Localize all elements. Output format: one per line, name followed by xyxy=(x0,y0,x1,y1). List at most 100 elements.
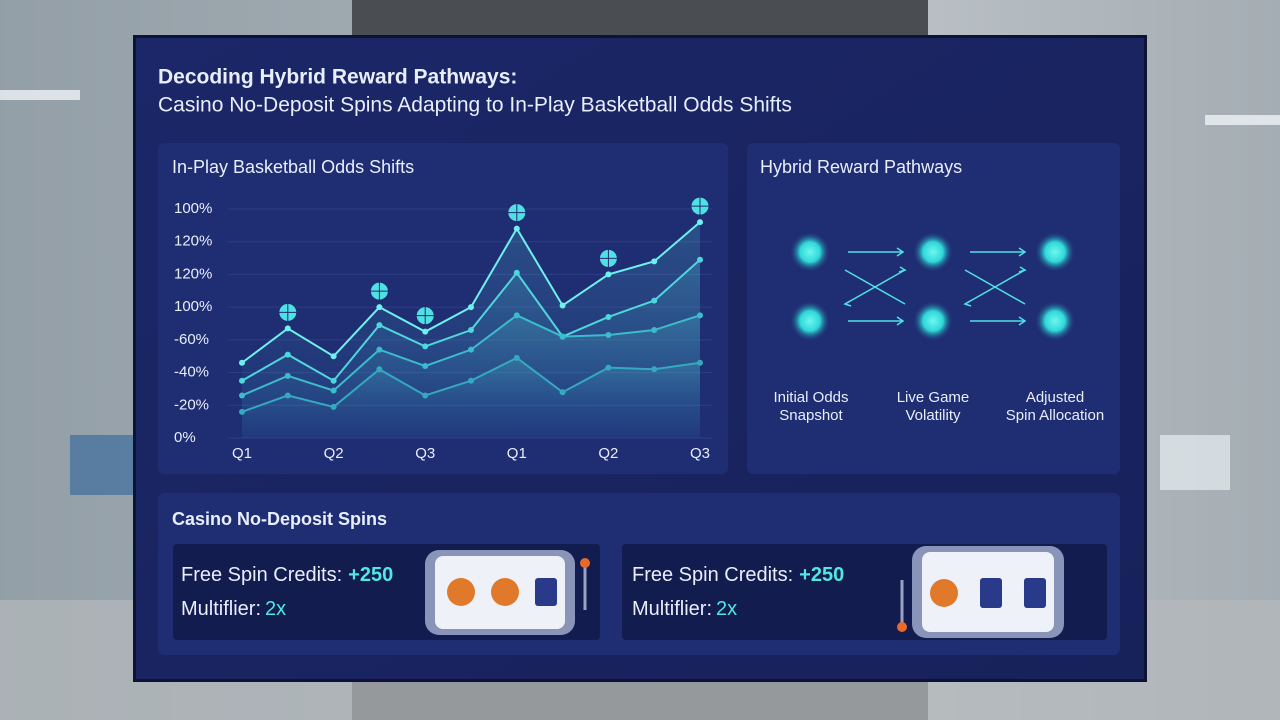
ball-seams xyxy=(599,249,618,268)
lever-knob xyxy=(580,558,590,568)
arrow-heads xyxy=(843,247,1027,326)
y-tick-label: 120% xyxy=(174,233,212,250)
multiplier-line: Multiflier: 2x xyxy=(632,598,737,620)
stage-label: Adjusted xyxy=(1026,389,1084,406)
point xyxy=(513,354,520,361)
ball-icon xyxy=(447,578,475,606)
x-tick-label: Q2 xyxy=(598,445,618,462)
multiplier-label: Multiflier: xyxy=(632,598,712,620)
point xyxy=(513,269,520,276)
point xyxy=(422,328,429,335)
ceiling-light xyxy=(1205,115,1280,125)
point xyxy=(376,322,383,329)
band-fill xyxy=(242,357,700,438)
node xyxy=(1035,232,1075,272)
ball-seams xyxy=(416,306,435,325)
pathway-nodes xyxy=(790,232,1075,341)
x-tick-label: Q2 xyxy=(324,445,344,462)
point xyxy=(468,346,474,353)
point xyxy=(376,366,383,373)
point xyxy=(330,403,337,410)
pathways-title: Hybrid Reward Pathways xyxy=(760,157,962,177)
point xyxy=(239,392,245,399)
point xyxy=(559,333,566,340)
subtitle: Casino No-Deposit Spins Adapting to In-P… xyxy=(158,94,792,117)
ball-seams xyxy=(370,282,389,301)
point xyxy=(284,392,291,399)
point xyxy=(697,256,703,263)
point xyxy=(376,304,383,311)
multiplier-value: 2x xyxy=(716,598,737,620)
point xyxy=(376,346,383,353)
x-tick-label: Q3 xyxy=(690,445,710,462)
x-tick-label: Q3 xyxy=(415,445,435,462)
credits-line: Free Spin Credits: +250 xyxy=(181,564,393,586)
point xyxy=(284,372,291,379)
point xyxy=(605,271,612,278)
point xyxy=(239,359,245,366)
x-tick-label: Q1 xyxy=(232,445,252,462)
title: Decoding Hybrid Reward Pathways: xyxy=(158,66,517,89)
jersey-icon xyxy=(535,578,557,606)
point xyxy=(651,327,658,334)
jersey-icon xyxy=(1024,578,1046,608)
multiplier-label: Multiflier: xyxy=(181,598,261,620)
chart-title: In-Play Basketball Odds Shifts xyxy=(172,157,414,177)
y-tick-label: -40% xyxy=(174,364,209,381)
arrows xyxy=(844,251,1026,322)
stage-label: Initial Odds xyxy=(773,389,848,406)
credits-label: Free Spin Credits: xyxy=(632,564,793,586)
point xyxy=(605,313,612,320)
point xyxy=(468,327,474,334)
y-tick-label: -60% xyxy=(174,331,209,348)
y-tick-label: 0% xyxy=(174,429,196,446)
stage-label: Live Game xyxy=(897,389,970,406)
y-tick-label: 100% xyxy=(174,298,212,315)
x-tick-label: Q1 xyxy=(507,445,527,462)
point xyxy=(284,325,291,332)
node xyxy=(913,301,953,341)
ball-seams xyxy=(278,303,297,322)
point xyxy=(330,353,337,360)
node xyxy=(790,301,830,341)
lever-knob xyxy=(897,622,907,632)
slot-machine xyxy=(897,546,1064,638)
point xyxy=(605,364,612,371)
point xyxy=(468,304,474,311)
y-tick-label: -20% xyxy=(174,396,209,413)
credits-line: Free Spin Credits: +250 xyxy=(632,564,844,586)
node xyxy=(790,232,830,272)
point xyxy=(559,389,566,396)
stage-label: Spin Allocation xyxy=(1006,407,1104,424)
point xyxy=(284,351,291,358)
y-tick-label: 100% xyxy=(174,200,212,217)
point xyxy=(239,408,245,415)
ball-icon xyxy=(930,579,958,607)
point xyxy=(513,312,520,319)
point xyxy=(422,392,429,399)
point xyxy=(239,377,245,384)
point xyxy=(330,377,337,384)
point xyxy=(422,343,429,350)
point xyxy=(559,302,566,309)
monitor xyxy=(1160,435,1230,490)
point xyxy=(468,377,474,384)
point xyxy=(330,387,337,394)
stage-label: Volatility xyxy=(905,407,961,424)
point xyxy=(513,225,520,232)
ceiling-light xyxy=(0,90,80,100)
node xyxy=(913,232,953,272)
slot-machine xyxy=(425,550,590,635)
credits-label: Free Spin Credits: xyxy=(181,564,342,586)
credits-value: +250 xyxy=(348,564,393,586)
point xyxy=(651,258,658,265)
ball-seams xyxy=(691,197,709,216)
credits-value: +250 xyxy=(799,564,844,586)
point xyxy=(651,366,658,373)
jersey-icon xyxy=(980,578,1002,608)
ball-icon xyxy=(491,578,519,606)
point xyxy=(697,219,703,226)
point xyxy=(697,312,703,319)
multiplier-line: Multiflier: 2x xyxy=(181,598,286,620)
